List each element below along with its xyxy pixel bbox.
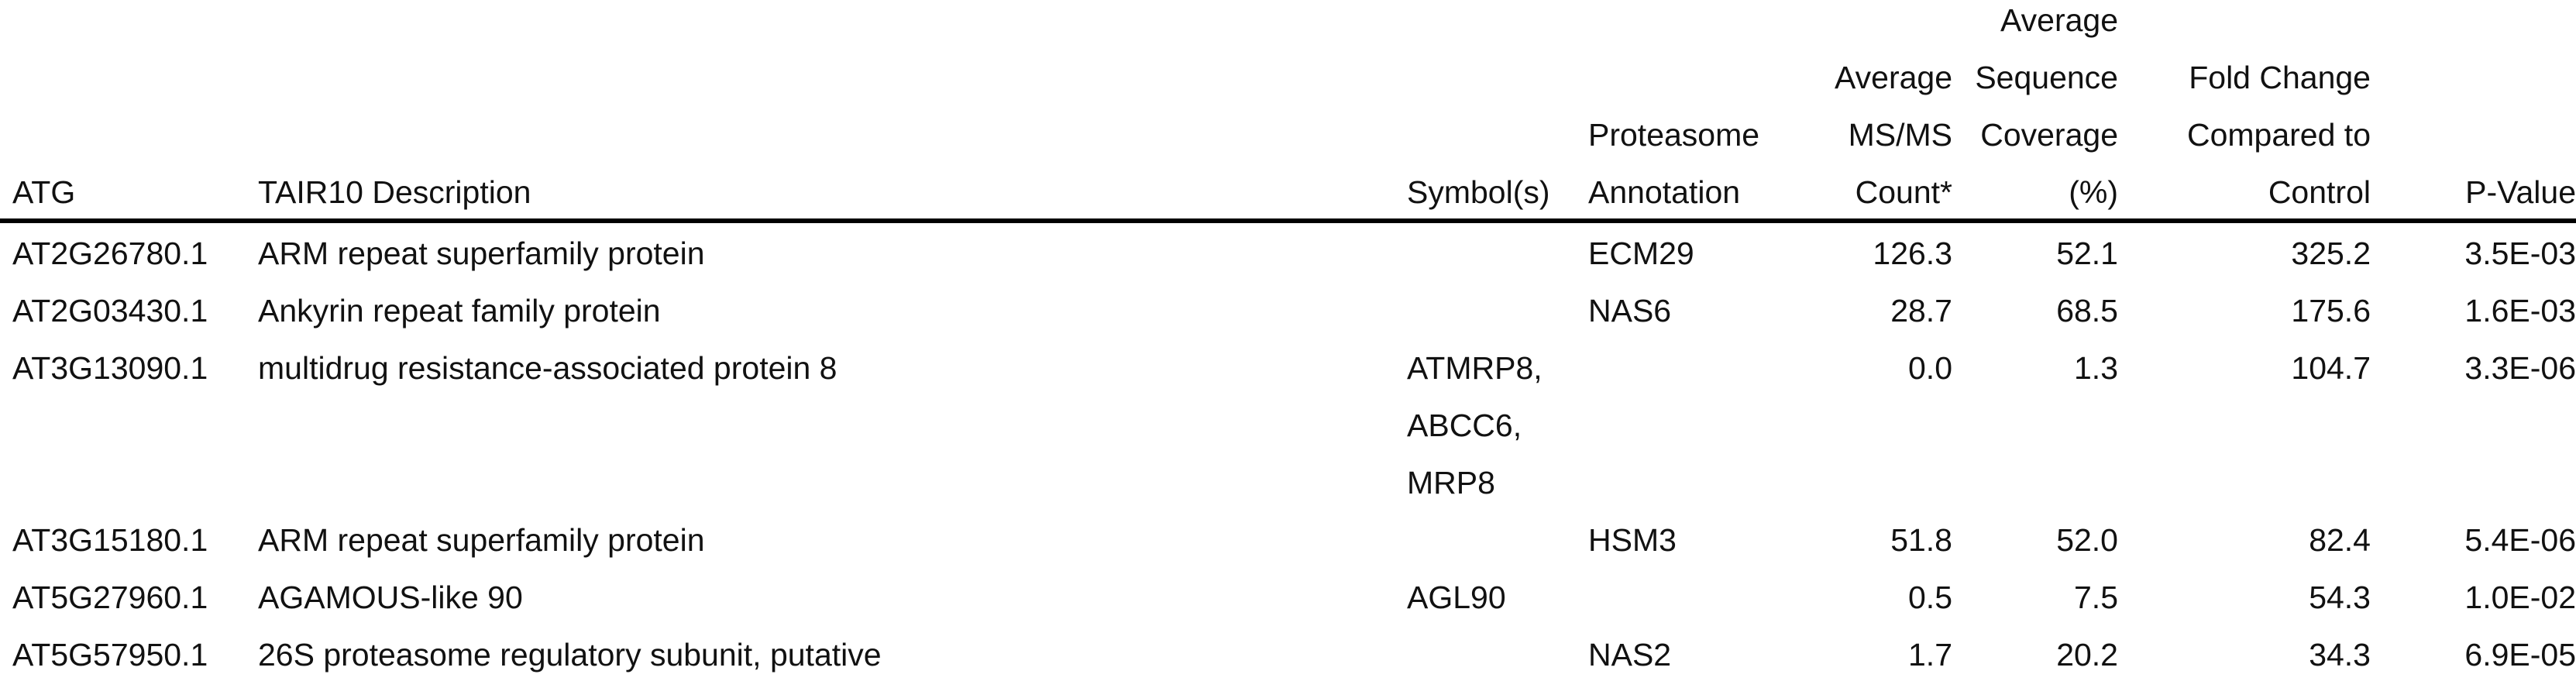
header-coverage: Average [2000,2,2118,38]
cell-msms: 1.7 [1908,637,1952,673]
header-symbols: Symbol(s) [1407,174,1550,210]
cell-coverage: 52.0 [2056,522,2118,558]
cell-coverage: 52.1 [2056,236,2118,271]
header-coverage: Sequence [1975,60,2118,95]
cell-msms: 28.7 [1890,293,1952,329]
cell-atg: AT3G13090.1 [12,350,208,386]
header-description: TAIR10 Description [258,174,531,210]
header-fold: Compared to [2186,117,2371,153]
cell-fold: 325.2 [2291,236,2371,271]
cell-description: multidrug resistance-associated protein … [258,350,837,386]
cell-coverage: 68.5 [2056,293,2118,329]
header-annotation: Annotation [1588,174,1741,210]
cell-msms: 126.3 [1873,236,1952,271]
cell-fold: 82.4 [2309,522,2371,558]
cell-symbols: ATMRP8, [1407,350,1543,386]
cell-pvalue: 3.3E-06 [2464,350,2576,386]
header-annotation: Proteasome [1588,117,1760,153]
cell-fold: 104.7 [2291,350,2371,386]
header-msms: Count* [1855,174,1952,210]
cell-msms: 0.0 [1908,350,1952,386]
cell-atg: AT2G03430.1 [12,293,208,329]
cell-msms: 51.8 [1890,522,1952,558]
header-msms: Average [1835,60,1952,95]
header-atg: ATG [12,174,76,210]
cell-symbols: AGL90 [1407,580,1506,615]
cell-pvalue: 1.6E-03 [2464,293,2576,329]
cell-coverage: 1.3 [2074,350,2118,386]
cell-coverage: 7.5 [2074,580,2118,615]
cell-msms: 0.5 [1908,580,1952,615]
header-pvalue: P-Value [2465,174,2576,210]
cell-coverage: 20.2 [2056,637,2118,673]
cell-fold: 175.6 [2291,293,2371,329]
cell-annotation: ECM29 [1588,236,1694,271]
cell-description: Ankyrin repeat family protein [258,293,661,329]
cell-description: ARM repeat superfamily protein [258,236,705,271]
cell-description: ARM repeat superfamily protein [258,522,705,558]
cell-atg: AT5G57950.1 [12,637,208,673]
cell-atg: AT2G26780.1 [12,236,208,271]
cell-description: 26S proteasome regulatory subunit, putat… [258,637,882,673]
cell-annotation: HSM3 [1588,522,1677,558]
cell-annotation: NAS6 [1588,293,1672,329]
cell-fold: 34.3 [2309,637,2371,673]
cell-pvalue: 5.4E-06 [2464,522,2576,558]
cell-symbols: ABCC6, [1407,408,1522,443]
cell-pvalue: 3.5E-03 [2464,236,2576,271]
header-coverage: Coverage [1980,117,2118,153]
header-fold: Control [2268,174,2371,210]
header-fold: Fold Change [2189,60,2371,95]
cell-description: AGAMOUS-like 90 [258,580,523,615]
cell-atg: AT3G15180.1 [12,522,208,558]
cell-atg: AT5G27960.1 [12,580,208,615]
header-coverage: (%) [2069,174,2118,210]
cell-symbols: MRP8 [1407,465,1495,501]
cell-annotation: NAS2 [1588,637,1672,673]
cell-fold: 54.3 [2309,580,2371,615]
header-divider [0,218,2576,223]
cell-pvalue: 1.0E-02 [2464,580,2576,615]
cell-pvalue: 6.9E-05 [2464,637,2576,673]
header-msms: MS/MS [1848,117,1952,153]
